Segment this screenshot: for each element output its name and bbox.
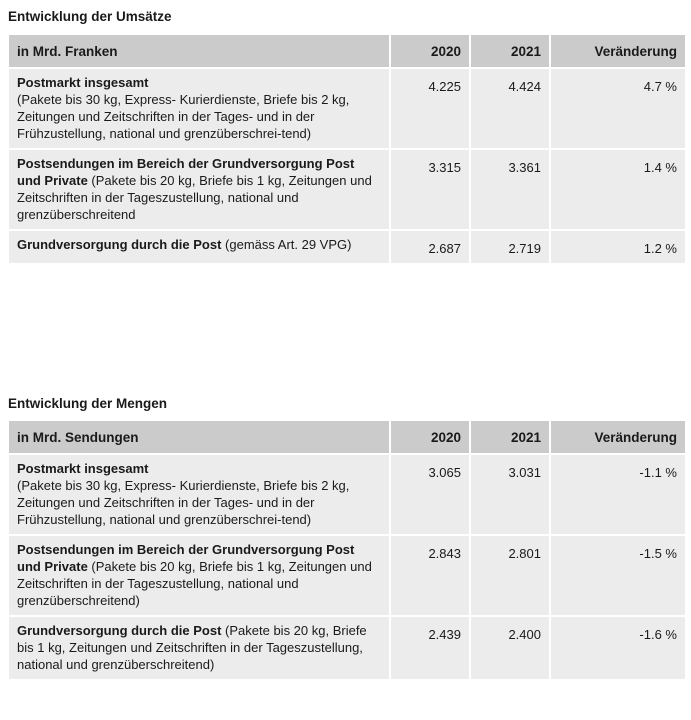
value-2020: 2.843 [391, 534, 471, 615]
row-label-bold: Postmarkt insgesamt [17, 461, 149, 476]
row-label-detail: (Pakete bis 30 kg, Express- Kurierdienst… [17, 478, 350, 527]
row-label: Postmarkt insgesamt (Pakete bis 30 kg, Ex… [9, 453, 391, 534]
table-title-umsaetze: Entwicklung der Umsätze [8, 9, 172, 24]
row-label-detail: (Pakete bis 30 kg, Express- Kurierdienst… [17, 92, 350, 141]
table-row: Postmarkt insgesamt (Pakete bis 30 kg, Ex… [9, 453, 685, 534]
value-2020: 3.065 [391, 453, 471, 534]
row-label-detail: (Pakete bis 20 kg, Briefe bis 1 kg, Zeit… [17, 559, 372, 608]
value-change: -1.1 % [551, 453, 685, 534]
row-label: Postmarkt insgesamt (Pakete bis 30 kg, Ex… [9, 67, 391, 148]
column-header-unit: in Mrd. Franken [9, 35, 391, 67]
mengen-table: in Mrd. Sendungen 2020 2021 Veränderung … [9, 421, 685, 679]
value-change: 1.4 % [551, 148, 685, 229]
table-header-row: in Mrd. Franken 2020 2021 Veränderung [9, 35, 685, 67]
row-label-bold: Postsendungen im Bereich der Grundversor… [17, 156, 355, 188]
column-header-2020: 2020 [391, 35, 471, 67]
row-label-bold: Postmarkt insgesamt [17, 75, 149, 90]
column-header-unit: in Mrd. Sendungen [9, 421, 391, 453]
row-label-bold: Postsendungen im Bereich der Grundversor… [17, 542, 355, 574]
value-2021: 2.400 [471, 615, 551, 679]
table-row: Postmarkt insgesamt (Pakete bis 30 kg, Ex… [9, 67, 685, 148]
umsaetze-table: in Mrd. Franken 2020 2021 Veränderung Po… [9, 35, 685, 263]
value-change: -1.6 % [551, 615, 685, 679]
value-2020: 4.225 [391, 67, 471, 148]
value-change: -1.5 % [551, 534, 685, 615]
column-header-change: Veränderung [551, 421, 685, 453]
value-2021: 2.719 [471, 229, 551, 263]
value-2020: 2.687 [391, 229, 471, 263]
column-header-2021: 2021 [471, 421, 551, 453]
row-label: Grundversorgung durch die Post (gemäss A… [9, 229, 391, 263]
value-change: 4.7 % [551, 67, 685, 148]
value-2020: 3.315 [391, 148, 471, 229]
value-2021: 4.424 [471, 67, 551, 148]
row-label-detail: (gemäss Art. 29 VPG) [221, 237, 352, 252]
table-header-row: in Mrd. Sendungen 2020 2021 Veränderung [9, 421, 685, 453]
column-header-2020: 2020 [391, 421, 471, 453]
value-2020: 2.439 [391, 615, 471, 679]
row-label-bold: Grundversorgung durch die Post [17, 237, 222, 252]
value-2021: 3.031 [471, 453, 551, 534]
column-header-2021: 2021 [471, 35, 551, 67]
table-title-mengen: Entwicklung der Mengen [8, 396, 168, 411]
row-label: Grundversorgung durch die Post (Pakete b… [9, 615, 391, 679]
table-row: Postsendungen im Bereich der Grundversor… [9, 148, 685, 229]
row-label-detail: (Pakete bis 20 kg, Briefe bis 1 kg, Zeit… [17, 623, 367, 672]
table-row: Grundversorgung durch die Post (gemäss A… [9, 229, 685, 263]
row-label-bold: Grundversorgung durch die Post [17, 623, 222, 638]
value-2021: 3.361 [471, 148, 551, 229]
table-row: Grundversorgung durch die Post (Pakete b… [9, 615, 685, 679]
table-row: Postsendungen im Bereich der Grundversor… [9, 534, 685, 615]
row-label-detail: (Pakete bis 20 kg, Briefe bis 1 kg, Zeit… [17, 173, 372, 222]
row-label: Postsendungen im Bereich der Grundversor… [9, 148, 391, 229]
column-header-change: Veränderung [551, 35, 685, 67]
row-label: Postsendungen im Bereich der Grundversor… [9, 534, 391, 615]
value-2021: 2.801 [471, 534, 551, 615]
value-change: 1.2 % [551, 229, 685, 263]
